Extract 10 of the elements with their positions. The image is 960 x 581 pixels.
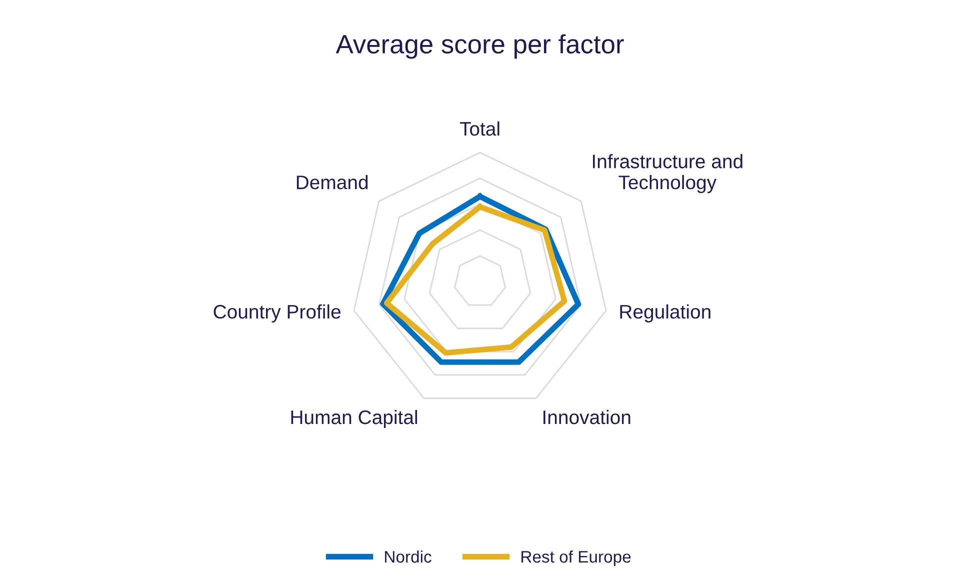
legend-label: Rest of Europe bbox=[522, 550, 631, 566]
chart-title: Average score per factor bbox=[336, 34, 624, 59]
spoke-label: Demand bbox=[296, 174, 368, 190]
spoke-label: Infrastructure and Technology bbox=[592, 154, 742, 194]
spoke-label: Innovation bbox=[543, 410, 630, 424]
legend-label: Nordic bbox=[385, 550, 432, 563]
spoke-label: Human Capital bbox=[291, 410, 418, 428]
spoke-label: Regulation bbox=[620, 304, 710, 322]
spoke-label: Country Profile bbox=[214, 304, 340, 322]
spoke-label: Total bbox=[460, 121, 500, 136]
